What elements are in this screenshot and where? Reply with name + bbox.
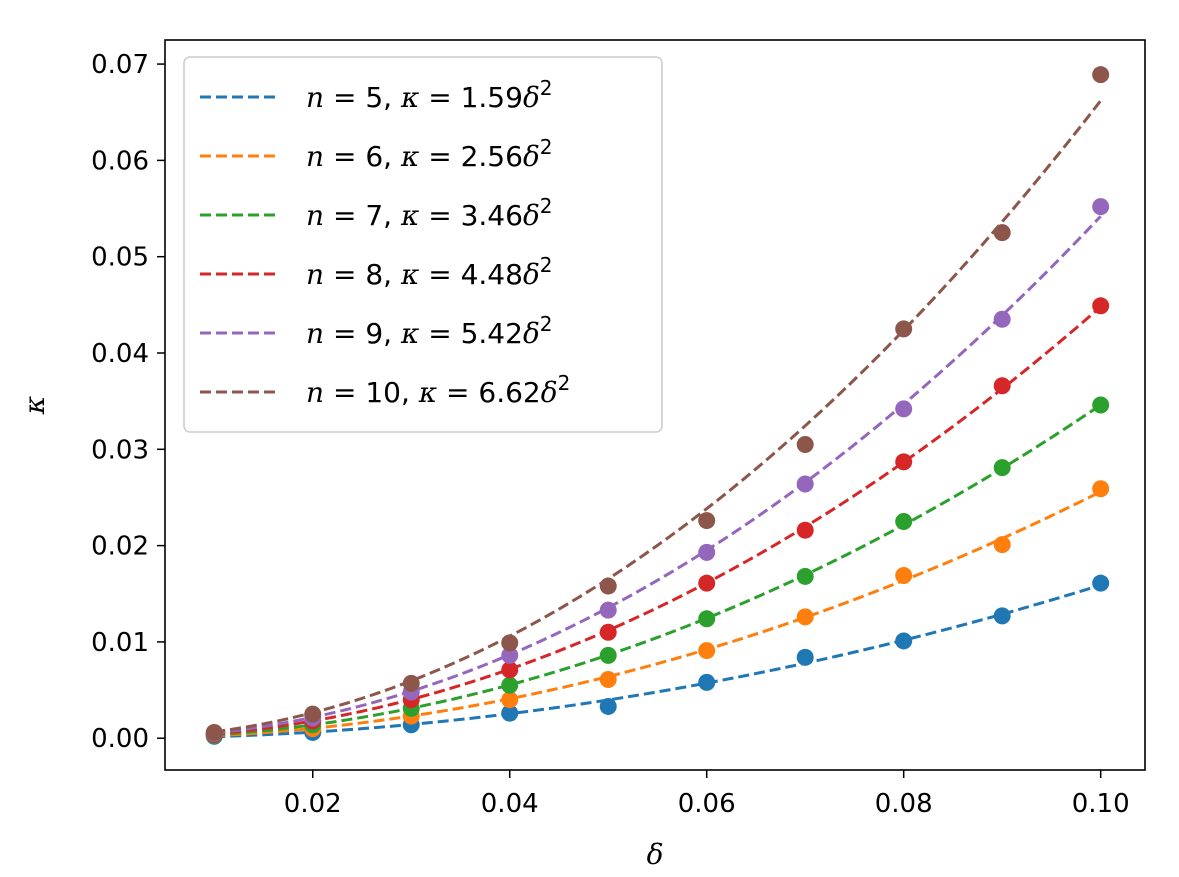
data-point [698,543,716,561]
data-point [895,632,913,650]
data-point [205,723,223,741]
y-axis-label: κ [18,396,51,415]
data-point [501,704,519,722]
legend: n = 5, κ = 1.59δ2 n = 6, κ = 2.56δ2 n = 7,… [183,56,663,433]
legend-item: n = 8, κ = 4.48δ2 [200,253,553,291]
legend-item: n = 9, κ = 5.42δ2 [200,312,553,350]
data-point [501,634,519,652]
data-point [993,536,1011,554]
data-point [993,224,1011,242]
data-point [698,642,716,660]
fit-line-n5 [214,583,1102,739]
y-tick-label: 0.02 [91,532,149,562]
data-point [402,674,420,692]
data-point [501,661,519,679]
data-point [1092,396,1110,414]
data-point [993,310,1011,328]
fit-line-n8 [214,305,1102,736]
data-point [599,646,617,664]
data-point [599,623,617,641]
legend-item: n = 10, κ = 6.62δ2 [200,371,570,409]
legend-label: n = 8, κ = 4.48δ2 [306,253,553,291]
data-point [993,607,1011,625]
plot-area [205,66,1110,745]
data-point [895,320,913,338]
data-point [1092,198,1110,216]
data-point [599,697,617,715]
legend-item: n = 7, κ = 3.46δ2 [200,194,553,232]
data-point [1092,297,1110,315]
fit-line-n10 [214,99,1102,734]
legend-label: n = 7, κ = 3.46δ2 [306,194,553,232]
legend-item: n = 6, κ = 2.56δ2 [200,135,553,173]
fit-line-n6 [214,490,1102,738]
data-point [501,646,519,664]
data-point [599,670,617,688]
data-point [895,400,913,418]
x-tick-label: 0.02 [284,789,342,819]
data-point [501,691,519,709]
data-point [796,521,814,539]
legend-label: n = 6, κ = 2.56δ2 [306,135,553,173]
y-tick-label: 0.03 [91,435,149,465]
data-point [895,453,913,471]
data-point [796,475,814,493]
data-point [993,459,1011,477]
x-tick-label: 0.08 [875,789,933,819]
data-point [796,435,814,453]
y-tick-label: 0.00 [91,724,149,754]
y-tick-label: 0.06 [91,146,149,176]
data-point [599,601,617,619]
y-tick-label: 0.05 [91,243,149,273]
y-tick-label: 0.04 [91,339,149,369]
data-point [1092,574,1110,592]
x-tick-label: 0.04 [481,789,539,819]
axes: 0.02 0.04 0.06 0.08 0.10 0.00 0.01 0.02 0.03 0.04… [91,50,1130,819]
data-point [698,512,716,530]
data-point [1092,480,1110,498]
fit-line-n7 [214,403,1102,737]
data-point [796,608,814,626]
data-point [599,577,617,595]
data-point [895,566,913,584]
x-axis-label: δ [647,838,664,871]
data-point [796,567,814,585]
y-tick-label: 0.01 [91,628,149,658]
legend-label: n = 10, κ = 6.62δ2 [306,371,570,409]
legend-box [183,56,663,433]
data-point [698,574,716,592]
fit-line-n9 [214,215,1102,735]
data-point [698,673,716,691]
legend-item: n = 5, κ = 1.59δ2 [200,76,553,114]
series-10 [205,66,1110,741]
data-point [1092,66,1110,84]
legend-label: n = 9, κ = 5.42δ2 [306,312,553,350]
legend-label: n = 5, κ = 1.59δ2 [306,76,553,114]
plot-frame [164,39,1146,771]
data-point [796,648,814,666]
x-tick-label: 0.10 [1072,789,1130,819]
x-tick-label: 0.06 [678,789,736,819]
data-point [304,705,322,723]
y-tick-label: 0.07 [91,50,149,80]
data-point [993,377,1011,395]
data-point [698,610,716,628]
data-point [501,676,519,694]
data-point [895,513,913,531]
